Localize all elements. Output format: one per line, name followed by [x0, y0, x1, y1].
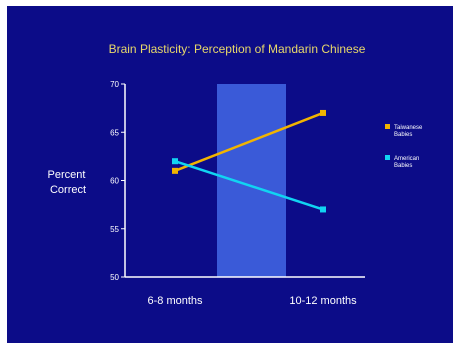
data-point-marker [172, 158, 178, 165]
slide: Brain Plasticity: Perception of Mandarin… [7, 6, 453, 343]
legend-marker [385, 155, 390, 160]
legend-label: American [394, 156, 419, 162]
y-tick-label: 65 [110, 128, 119, 137]
legend-label: Taiwanese [394, 125, 423, 131]
chart-title: Brain Plasticity: Perception of Mandarin… [109, 42, 366, 56]
series-line-1 [174, 160, 324, 211]
y-axis-label: Percent Correct [48, 169, 89, 196]
legend-marker [385, 124, 390, 129]
data-point-marker [320, 109, 326, 116]
x-tick-label: 6-8 months [147, 295, 203, 307]
x-tick-label: 10-12 months [289, 295, 357, 307]
y-tick-label: 50 [110, 273, 119, 282]
y-axis-label-line-1: Percent [48, 169, 86, 181]
data-point-marker [172, 167, 178, 174]
y-tick-label: 70 [110, 80, 119, 89]
y-tick-label: 60 [110, 177, 119, 186]
legend-label: Babies [394, 163, 412, 169]
data-point-marker [320, 206, 326, 213]
line-chart: Brain Plasticity: Perception of Mandarin… [48, 42, 424, 307]
series-line-0 [174, 111, 324, 173]
highlight-band [217, 84, 286, 277]
legend-label: Babies [394, 132, 412, 138]
y-tick-label: 55 [110, 225, 119, 234]
y-axis-label-line-2: Correct [50, 184, 86, 196]
